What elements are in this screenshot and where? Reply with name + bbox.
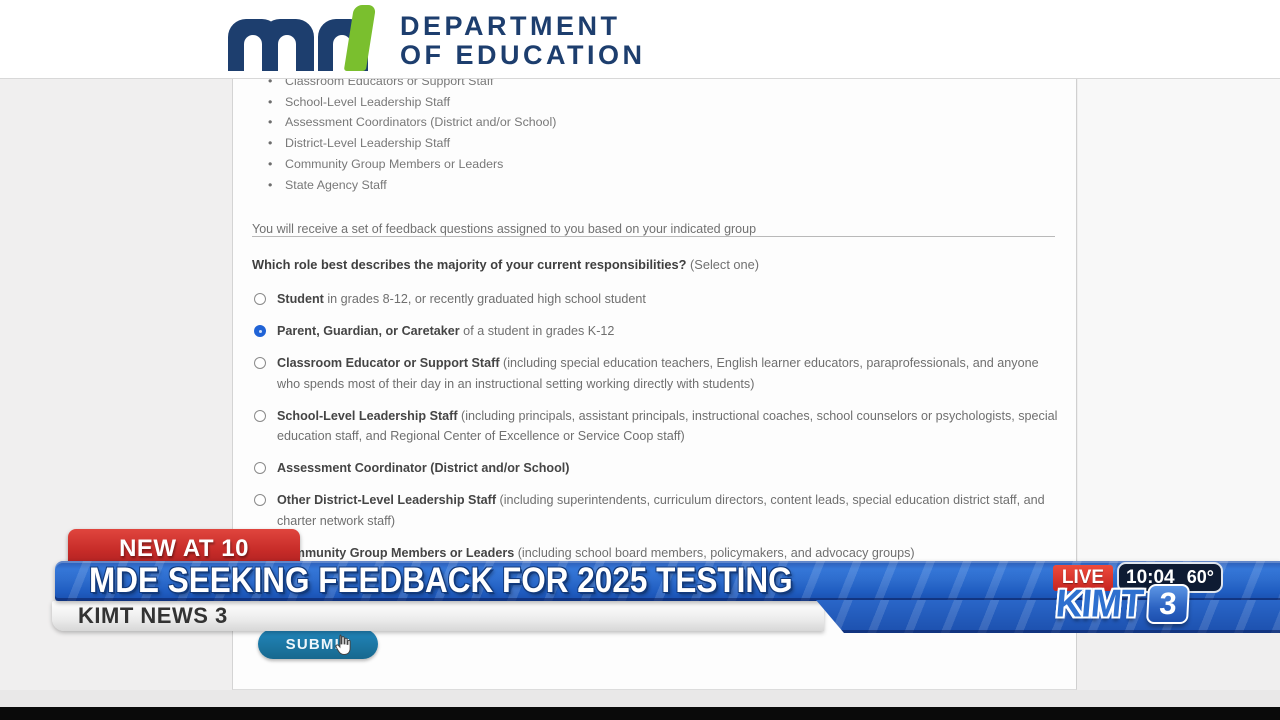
clock-time: 10:04	[1126, 566, 1175, 588]
option-label: Assessment Coordinator (District and/or …	[277, 461, 570, 475]
radio-option-row[interactable]: Parent, Guardian, or Caretaker of a stud…	[252, 321, 1058, 342]
radio-option-row[interactable]: School-Level Leadership Staff (including…	[252, 406, 1058, 447]
bullet-item: State Agency Staff	[268, 175, 556, 196]
radio-icon[interactable]	[254, 357, 266, 369]
question-text: Which role best describes the majority o…	[252, 257, 759, 272]
option-detail: of a student in grades K-12	[459, 324, 615, 338]
site-header: DEPARTMENT OF EDUCATION	[0, 0, 1280, 79]
kimt-logo-number: 3	[1146, 584, 1191, 624]
bullet-item: District-Level Leadership Staff	[268, 133, 556, 154]
mn-logo-icon	[228, 5, 378, 73]
radio-icon[interactable]	[254, 409, 266, 422]
radio-option-row[interactable]: Classroom Educator or Support Staff (inc…	[252, 353, 1058, 394]
option-label: Parent, Guardian, or Caretaker	[277, 324, 460, 338]
right-blue-panel	[816, 600, 1280, 633]
option-detail: (including special education teachers, E…	[277, 356, 1039, 391]
intro-text: You will receive a set of feedback quest…	[252, 221, 757, 236]
bullet-list: Classroom Educators or Support StaffScho…	[268, 71, 556, 195]
hand-cursor-icon	[335, 634, 351, 656]
bullet-item: Community Group Members or Leaders	[268, 154, 556, 175]
radio-option-row[interactable]: Student in grades 8-12, or recently grad…	[252, 289, 1058, 310]
section-divider	[252, 236, 1055, 237]
temperature: 60°	[1186, 567, 1214, 587]
mn-logo-green-stroke	[343, 5, 377, 71]
page-right-margin	[1078, 78, 1280, 562]
option-detail: (including principals, assistant princip…	[277, 408, 1058, 444]
option-label: School-Level Leadership Staff	[277, 408, 458, 423]
radio-option-row[interactable]: Community Group Members or Leaders (incl…	[252, 543, 1058, 564]
kimt-logo-text: KIMT	[1054, 581, 1145, 625]
option-detail: in grades 8-12, or recently graduated hi…	[323, 292, 646, 306]
option-label: Student	[277, 292, 324, 306]
radio-icon[interactable]	[254, 293, 266, 305]
radio-icon[interactable]	[254, 462, 266, 474]
logo-wordmark: DEPARTMENT OF EDUCATION	[400, 5, 646, 70]
question-hint: (Select one)	[690, 257, 760, 272]
live-badge: LIVE	[1053, 565, 1113, 591]
option-detail: (including school board members, policym…	[514, 545, 915, 560]
radio-selected-icon[interactable]	[254, 325, 266, 337]
station-strip: KIMT NEWS 3	[52, 601, 824, 631]
kimt3-logo: KIMT 3	[1054, 581, 1191, 625]
mn-department-of-education-logo: DEPARTMENT OF EDUCATION	[228, 5, 646, 73]
submit-button[interactable]: SUBMIT	[258, 629, 378, 659]
headline-text: MDE SEEKING FEEDBACK FOR 2025 TESTING	[89, 561, 793, 600]
option-detail: (including superintendents, curriculum d…	[277, 493, 1045, 528]
logo-line2: OF EDUCATION	[400, 40, 646, 70]
radio-icon[interactable]	[254, 494, 266, 506]
logo-line1: DEPARTMENT	[400, 11, 621, 41]
radio-option-row[interactable]: Other District-Level Leadership Staff (i…	[252, 490, 1058, 531]
options-list: Student in grades 8-12, or recently grad…	[252, 289, 1058, 575]
bullet-item: Assessment Coordinators (District and/or…	[268, 112, 556, 133]
radio-option-row[interactable]: Assessment Coordinator (District and/or …	[252, 458, 1058, 479]
question-bold: Which role best describes the majority o…	[252, 257, 687, 272]
option-label: Classroom Educator or Support Staff	[277, 356, 500, 370]
bullet-item: School-Level Leadership Staff	[268, 92, 556, 113]
station-name: KIMT NEWS 3	[78, 603, 228, 628]
option-label: Other District-Level Leadership Staff	[277, 493, 497, 507]
bottom-black-bar	[0, 707, 1280, 720]
option-label: Community Group Members or Leaders	[277, 545, 515, 560]
